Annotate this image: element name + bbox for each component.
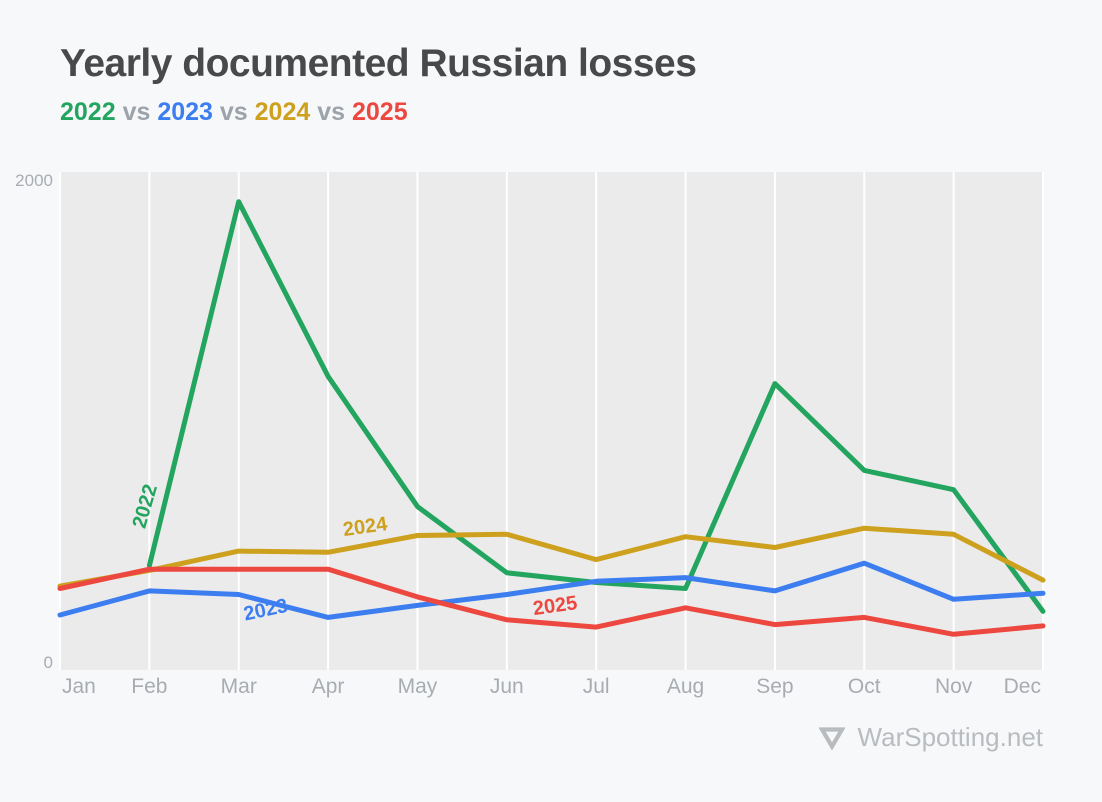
x-axis-label-Jul: Jul <box>583 675 610 698</box>
subtitle-year-2024: 2024 <box>254 98 311 126</box>
chart-subtitle-legend: 2022 vs 2023 vs 2024 vs 2025 <box>60 98 408 127</box>
x-axis-label-Mar: Mar <box>221 675 257 698</box>
x-axis-label-Jun: Jun <box>490 675 524 698</box>
subtitle-vs: vs <box>212 98 255 126</box>
x-axis-label-Jan: Jan <box>62 675 96 698</box>
subtitle-year-2022: 2022 <box>60 98 116 126</box>
watermark-label: WarSpotting.net <box>857 722 1043 752</box>
x-axis-label-Sep: Sep <box>756 675 793 698</box>
watermark: WarSpotting.net <box>818 722 1043 753</box>
page-title: Yearly documented Russian losses <box>60 42 697 85</box>
y-axis-label-0: 0 <box>44 653 53 672</box>
subtitle-vs: vs <box>115 98 158 126</box>
y-axis-label-2000: 2000 <box>15 171 53 190</box>
subtitle-vs: vs <box>310 98 352 126</box>
series-2023-line <box>57 560 1046 620</box>
triangle-down-icon <box>818 726 845 750</box>
x-axis-label-Apr: Apr <box>312 675 345 698</box>
subtitle-year-2025: 2025 <box>351 98 408 126</box>
series-2025-line <box>57 566 1046 637</box>
x-axis-label-Aug: Aug <box>667 675 704 698</box>
x-axis-label-Nov: Nov <box>935 675 973 698</box>
subtitle-year-2023: 2023 <box>157 98 213 126</box>
x-axis-label-Oct: Oct <box>848 675 881 698</box>
x-axis-label-Dec: Dec <box>1004 675 1041 698</box>
x-axis-label-May: May <box>398 675 438 698</box>
series-2024-line <box>57 525 1046 589</box>
x-axis-label-Feb: Feb <box>131 675 167 698</box>
